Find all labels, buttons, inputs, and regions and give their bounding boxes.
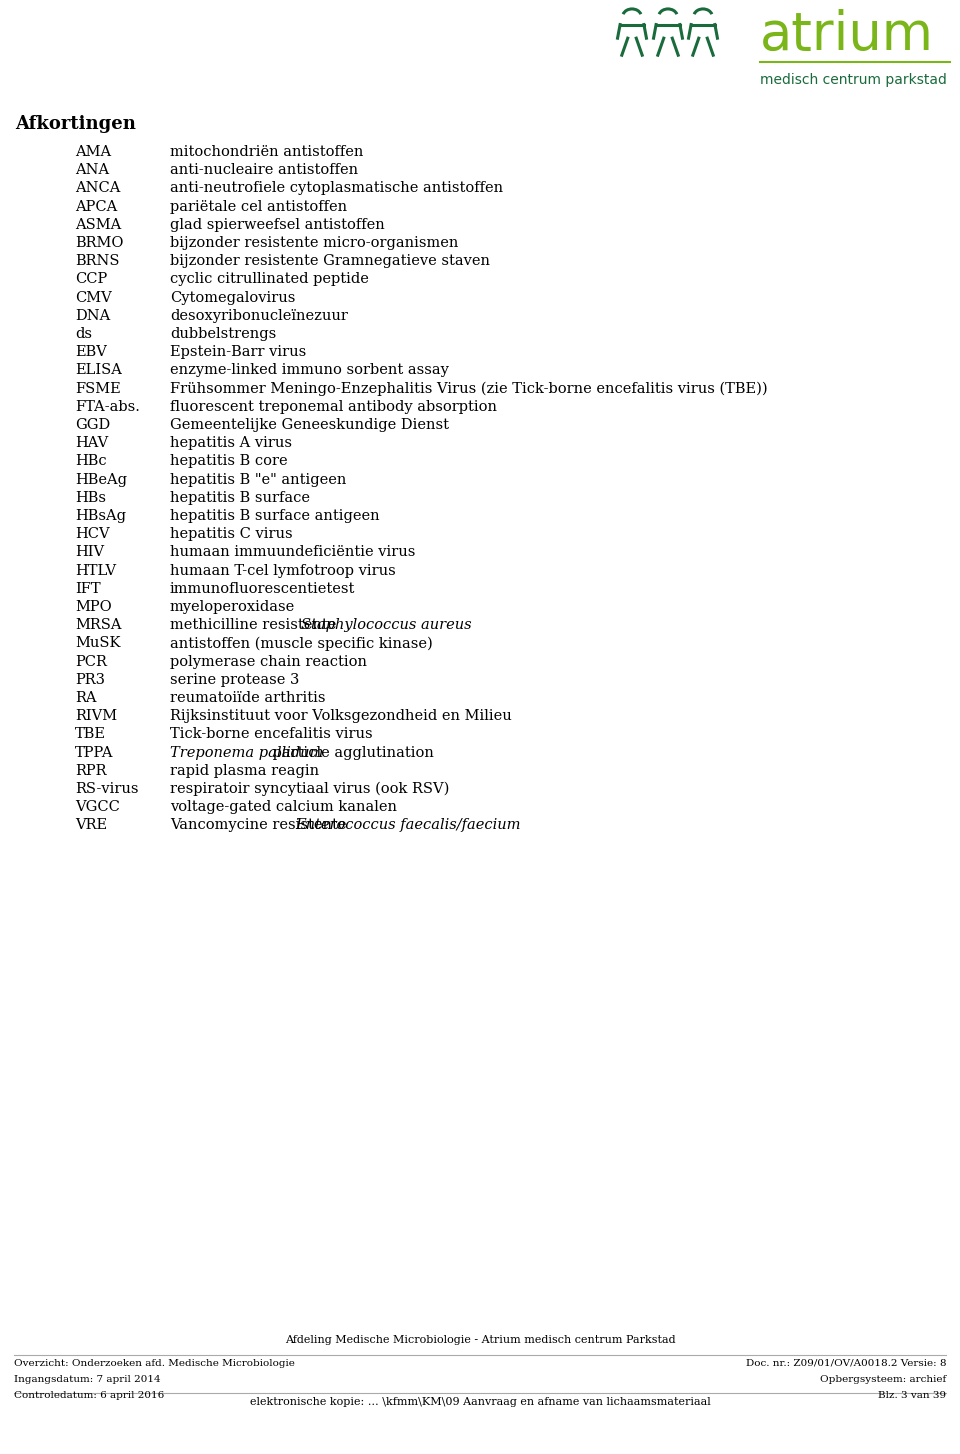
Text: MPO: MPO xyxy=(75,601,111,614)
Text: respiratoir syncytiaal virus (ook RSV): respiratoir syncytiaal virus (ook RSV) xyxy=(170,782,449,797)
Text: Treponema pallidum: Treponema pallidum xyxy=(170,746,324,759)
Text: FSME: FSME xyxy=(75,381,121,395)
Text: Tick-borne encefalitis virus: Tick-borne encefalitis virus xyxy=(170,727,372,742)
Text: bijzonder resistente Gramnegatieve staven: bijzonder resistente Gramnegatieve stave… xyxy=(170,254,490,268)
Text: GGD: GGD xyxy=(75,417,110,432)
Text: pariëtale cel antistoffen: pariëtale cel antistoffen xyxy=(170,199,348,214)
Text: Cytomegalovirus: Cytomegalovirus xyxy=(170,291,296,304)
Text: HBsAg: HBsAg xyxy=(75,509,126,523)
Text: Afkortingen: Afkortingen xyxy=(15,115,136,132)
Text: ELISA: ELISA xyxy=(75,364,122,378)
Text: myeloperoxidase: myeloperoxidase xyxy=(170,601,296,614)
Text: enzyme-linked immuno sorbent assay: enzyme-linked immuno sorbent assay xyxy=(170,364,449,378)
Text: DNA: DNA xyxy=(75,308,110,323)
Text: hepatitis B surface: hepatitis B surface xyxy=(170,491,310,505)
Text: hepatitis C virus: hepatitis C virus xyxy=(170,528,293,541)
Text: TBE: TBE xyxy=(75,727,106,742)
Text: Doc. nr.: Z09/01/OV/A0018.2 Versie: 8: Doc. nr.: Z09/01/OV/A0018.2 Versie: 8 xyxy=(746,1359,946,1368)
Text: reumatoiïde arthritis: reumatoiïde arthritis xyxy=(170,691,325,705)
Text: ANCA: ANCA xyxy=(75,182,120,195)
Text: bijzonder resistente micro-organismen: bijzonder resistente micro-organismen xyxy=(170,236,458,250)
Text: PCR: PCR xyxy=(75,654,107,669)
Text: hepatitis B "e" antigeen: hepatitis B "e" antigeen xyxy=(170,473,347,487)
Text: anti-nucleaire antistoffen: anti-nucleaire antistoffen xyxy=(170,163,358,177)
Text: BRNS: BRNS xyxy=(75,254,119,268)
Text: serine protease 3: serine protease 3 xyxy=(170,673,300,686)
Text: CCP: CCP xyxy=(75,272,108,286)
Text: atrium: atrium xyxy=(760,9,934,61)
Text: fluorescent treponemal antibody absorption: fluorescent treponemal antibody absorpti… xyxy=(170,400,497,414)
Text: HBc: HBc xyxy=(75,455,107,468)
Text: Enterococcus faecalis/faecium: Enterococcus faecalis/faecium xyxy=(296,819,521,832)
Text: mitochondriën antistoffen: mitochondriën antistoffen xyxy=(170,145,364,158)
Text: HIV: HIV xyxy=(75,545,104,560)
Text: anti-neutrofiele cytoplasmatische antistoffen: anti-neutrofiele cytoplasmatische antist… xyxy=(170,182,503,195)
Text: voltage-gated calcium kanalen: voltage-gated calcium kanalen xyxy=(170,800,397,814)
Text: immunofluorescentietest: immunofluorescentietest xyxy=(170,582,355,596)
Text: EBV: EBV xyxy=(75,345,107,359)
Text: medisch centrum parkstad: medisch centrum parkstad xyxy=(760,73,947,87)
Text: HBs: HBs xyxy=(75,491,106,505)
Text: ANA: ANA xyxy=(75,163,109,177)
Text: ds: ds xyxy=(75,327,92,342)
Text: RS-virus: RS-virus xyxy=(75,782,138,795)
Text: IFT: IFT xyxy=(75,582,101,596)
Text: Staphylococcus aureus: Staphylococcus aureus xyxy=(301,618,471,632)
Text: Rijksinstituut voor Volksgezondheid en Milieu: Rijksinstituut voor Volksgezondheid en M… xyxy=(170,710,512,723)
Text: HCV: HCV xyxy=(75,528,109,541)
Text: Controledatum: 6 april 2016: Controledatum: 6 april 2016 xyxy=(14,1391,164,1400)
Text: HTLV: HTLV xyxy=(75,564,116,577)
Text: HAV: HAV xyxy=(75,436,108,451)
Text: dubbelstrengs: dubbelstrengs xyxy=(170,327,276,342)
Text: methicilline resistente: methicilline resistente xyxy=(170,618,341,632)
Text: rapid plasma reagin: rapid plasma reagin xyxy=(170,763,319,778)
Text: RPR: RPR xyxy=(75,763,107,778)
Text: Gemeentelijke Geneeskundige Dienst: Gemeentelijke Geneeskundige Dienst xyxy=(170,417,449,432)
Text: Ingangsdatum: 7 april 2014: Ingangsdatum: 7 april 2014 xyxy=(14,1375,160,1384)
Text: RIVM: RIVM xyxy=(75,710,117,723)
Text: Vancomycine resistente: Vancomycine resistente xyxy=(170,819,351,832)
Text: glad spierweefsel antistoffen: glad spierweefsel antistoffen xyxy=(170,218,385,231)
Text: FTA-abs.: FTA-abs. xyxy=(75,400,140,414)
Text: polymerase chain reaction: polymerase chain reaction xyxy=(170,654,367,669)
Text: humaan immuundeficiëntie virus: humaan immuundeficiëntie virus xyxy=(170,545,416,560)
Text: hepatitis B core: hepatitis B core xyxy=(170,455,288,468)
Text: AMA: AMA xyxy=(75,145,111,158)
Text: MRSA: MRSA xyxy=(75,618,122,632)
Text: TPPA: TPPA xyxy=(75,746,113,759)
Text: BRMO: BRMO xyxy=(75,236,124,250)
Text: Afdeling Medische Microbiologie - Atrium medisch centrum Parkstad: Afdeling Medische Microbiologie - Atrium… xyxy=(285,1335,675,1345)
Text: ASMA: ASMA xyxy=(75,218,121,231)
Text: hepatitis B surface antigeen: hepatitis B surface antigeen xyxy=(170,509,379,523)
Text: Opbergsysteem: archief: Opbergsysteem: archief xyxy=(820,1375,946,1384)
Text: VRE: VRE xyxy=(75,819,108,832)
Text: antistoffen (muscle specific kinase): antistoffen (muscle specific kinase) xyxy=(170,637,433,651)
Text: particle agglutination: particle agglutination xyxy=(268,746,434,759)
Text: Epstein-Barr virus: Epstein-Barr virus xyxy=(170,345,306,359)
Text: Blz. 3 van 39: Blz. 3 van 39 xyxy=(877,1391,946,1400)
Text: cyclic citrullinated peptide: cyclic citrullinated peptide xyxy=(170,272,369,286)
Text: MuSK: MuSK xyxy=(75,637,121,650)
Text: VGCC: VGCC xyxy=(75,800,120,814)
Text: CMV: CMV xyxy=(75,291,111,304)
Text: APCA: APCA xyxy=(75,199,117,214)
Text: PR3: PR3 xyxy=(75,673,105,686)
Text: desoxyribonucleïnezuur: desoxyribonucleïnezuur xyxy=(170,308,348,323)
Text: humaan T-cel lymfotroop virus: humaan T-cel lymfotroop virus xyxy=(170,564,396,577)
Text: hepatitis A virus: hepatitis A virus xyxy=(170,436,292,451)
Text: HBeAg: HBeAg xyxy=(75,473,127,487)
Text: Overzicht: Onderzoeken afd. Medische Microbiologie: Overzicht: Onderzoeken afd. Medische Mic… xyxy=(14,1359,295,1368)
Text: elektronische kopie: … \kfmm\KM\09 Aanvraag en afname van lichaamsmateriaal: elektronische kopie: … \kfmm\KM\09 Aanvr… xyxy=(250,1397,710,1407)
Text: RA: RA xyxy=(75,691,97,705)
Text: Frühsommer Meningo-Enzephalitis Virus (zie Tick-borne encefalitis virus (TBE)): Frühsommer Meningo-Enzephalitis Virus (z… xyxy=(170,381,768,395)
